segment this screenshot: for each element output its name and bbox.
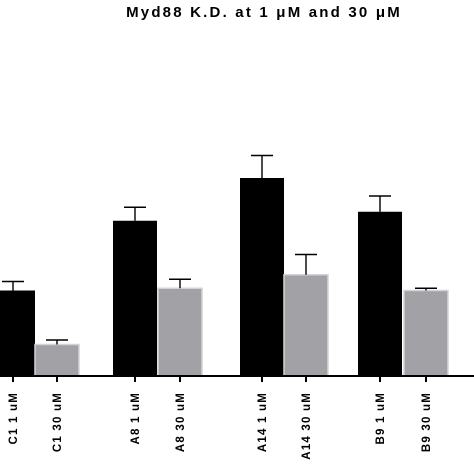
- bar-6: [358, 211, 402, 376]
- chart-title: Myd88 K.D. at 1 μM and 30 μM: [126, 4, 402, 21]
- bar-4: [240, 178, 284, 376]
- error-bars-layer: [2, 154, 437, 345]
- x-tick-label-7: B9 30 uM: [421, 392, 433, 452]
- bars-layer: [0, 178, 449, 377]
- bar-5: [283, 274, 329, 377]
- x-tick-label-6: B9 1 uM: [375, 392, 387, 445]
- error-bar-5: [295, 253, 317, 275]
- error-bar-3: [169, 278, 191, 289]
- x-ticks-layer: [12, 376, 427, 382]
- x-tick-label-3: A8 30 uM: [175, 392, 187, 452]
- bar-2: [113, 220, 157, 376]
- error-bar-0: [2, 280, 24, 291]
- x-tick-label-4: A14 1 uM: [257, 392, 269, 452]
- error-bar-2: [124, 206, 146, 221]
- error-bar-1: [46, 339, 68, 345]
- bar-0: [0, 290, 35, 376]
- bar-1: [34, 343, 80, 377]
- bar-3: [157, 287, 203, 377]
- error-bar-4: [251, 154, 273, 178]
- x-tick-label-2: A8 1 uM: [130, 392, 142, 445]
- bar-7: [403, 289, 449, 377]
- x-tick-label-5: A14 30 uM: [301, 392, 313, 460]
- error-bar-6: [369, 195, 391, 212]
- x-tick-label-1: C1 30 uM: [52, 392, 64, 452]
- error-bar-7: [415, 287, 437, 291]
- x-tick-label-0: C1 1 uM: [8, 392, 20, 445]
- x-tick-labels-layer: C1 1 uM C1 30 uM A8 1 uM A8 30 uM A14 1 uM A1…: [8, 392, 433, 460]
